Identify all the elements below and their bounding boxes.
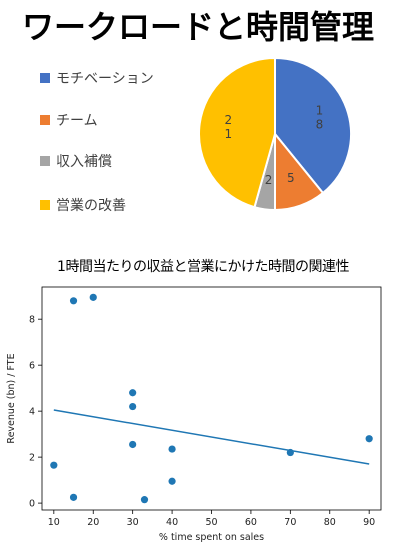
pie-value-label-motivation: 8 xyxy=(316,118,324,132)
legend-label-income: 収入補償 xyxy=(56,154,112,170)
x-tick-label: 30 xyxy=(127,517,139,528)
x-tick-label: 50 xyxy=(205,517,217,528)
scatter-chart: 10 20 30 40 50 60 70 80 90 0 2 4 6 8 % time spent on s… xyxy=(6,286,382,543)
y-tick-label: 0 xyxy=(29,499,35,510)
legend-item-motivation: モチベーション xyxy=(40,68,154,88)
scatter-point xyxy=(69,297,78,305)
legend-swatch-sales xyxy=(40,200,50,210)
scatter-point xyxy=(129,402,137,411)
x-tick-label: 60 xyxy=(245,517,257,528)
scatter-point xyxy=(365,435,373,443)
pie-value-label-sales: 2 xyxy=(224,113,232,127)
legend-swatch-income xyxy=(40,156,50,166)
legend-swatch-team xyxy=(40,115,50,125)
scatter-point xyxy=(129,440,137,449)
page-title: ワークロードと時間管理 xyxy=(22,8,375,46)
scatter-point xyxy=(89,293,97,301)
scatter-point xyxy=(168,445,176,453)
x-tick-label: 10 xyxy=(48,517,60,528)
scatter-point xyxy=(50,461,58,469)
legend-item-team: チーム xyxy=(40,110,98,130)
y-tick-label: 8 xyxy=(29,315,35,326)
scatter-point xyxy=(129,389,137,397)
legend-swatch-motivation xyxy=(40,73,50,83)
y-tick-label: 2 xyxy=(29,453,35,464)
scatter-point xyxy=(140,496,149,504)
legend-item-sales: 営業の改善 xyxy=(40,195,126,215)
legend-item-income: 収入補償 xyxy=(40,151,112,171)
pie-value-label-sales: 1 xyxy=(224,127,232,141)
plot-frame xyxy=(41,286,382,511)
x-tick-label: 20 xyxy=(87,517,99,528)
pie-slice-motivation xyxy=(274,56,352,195)
trend-line xyxy=(53,409,370,465)
scatter-chart-title: 1時間当たりの収益と営業にかけた時間の関連性 xyxy=(57,259,349,275)
x-tick-label: 80 xyxy=(324,517,336,528)
scatter-point xyxy=(168,477,176,485)
pie-value-label-team: 5 xyxy=(287,171,295,185)
legend-label-team: チーム xyxy=(56,113,98,129)
x-tick-label: 90 xyxy=(363,517,375,528)
pie-value-label-motivation: 1 xyxy=(316,104,324,118)
scatter-point xyxy=(286,448,294,457)
y-tick-label: 4 xyxy=(29,407,35,418)
y-tick-label: 6 xyxy=(29,361,35,372)
legend-label-motivation: モチベーション xyxy=(56,71,154,87)
x-tick-label: 40 xyxy=(166,517,178,528)
scatter-point xyxy=(69,493,78,501)
pie-value-label-income: 2 xyxy=(265,173,273,187)
y-axis-label: Revenue (bn) / FTE xyxy=(6,353,17,443)
pie-slice-sales xyxy=(198,56,276,209)
x-tick-label: 70 xyxy=(284,517,296,528)
legend-label-sales: 営業の改善 xyxy=(56,198,126,214)
x-axis-label: % time spent on sales xyxy=(159,532,264,543)
